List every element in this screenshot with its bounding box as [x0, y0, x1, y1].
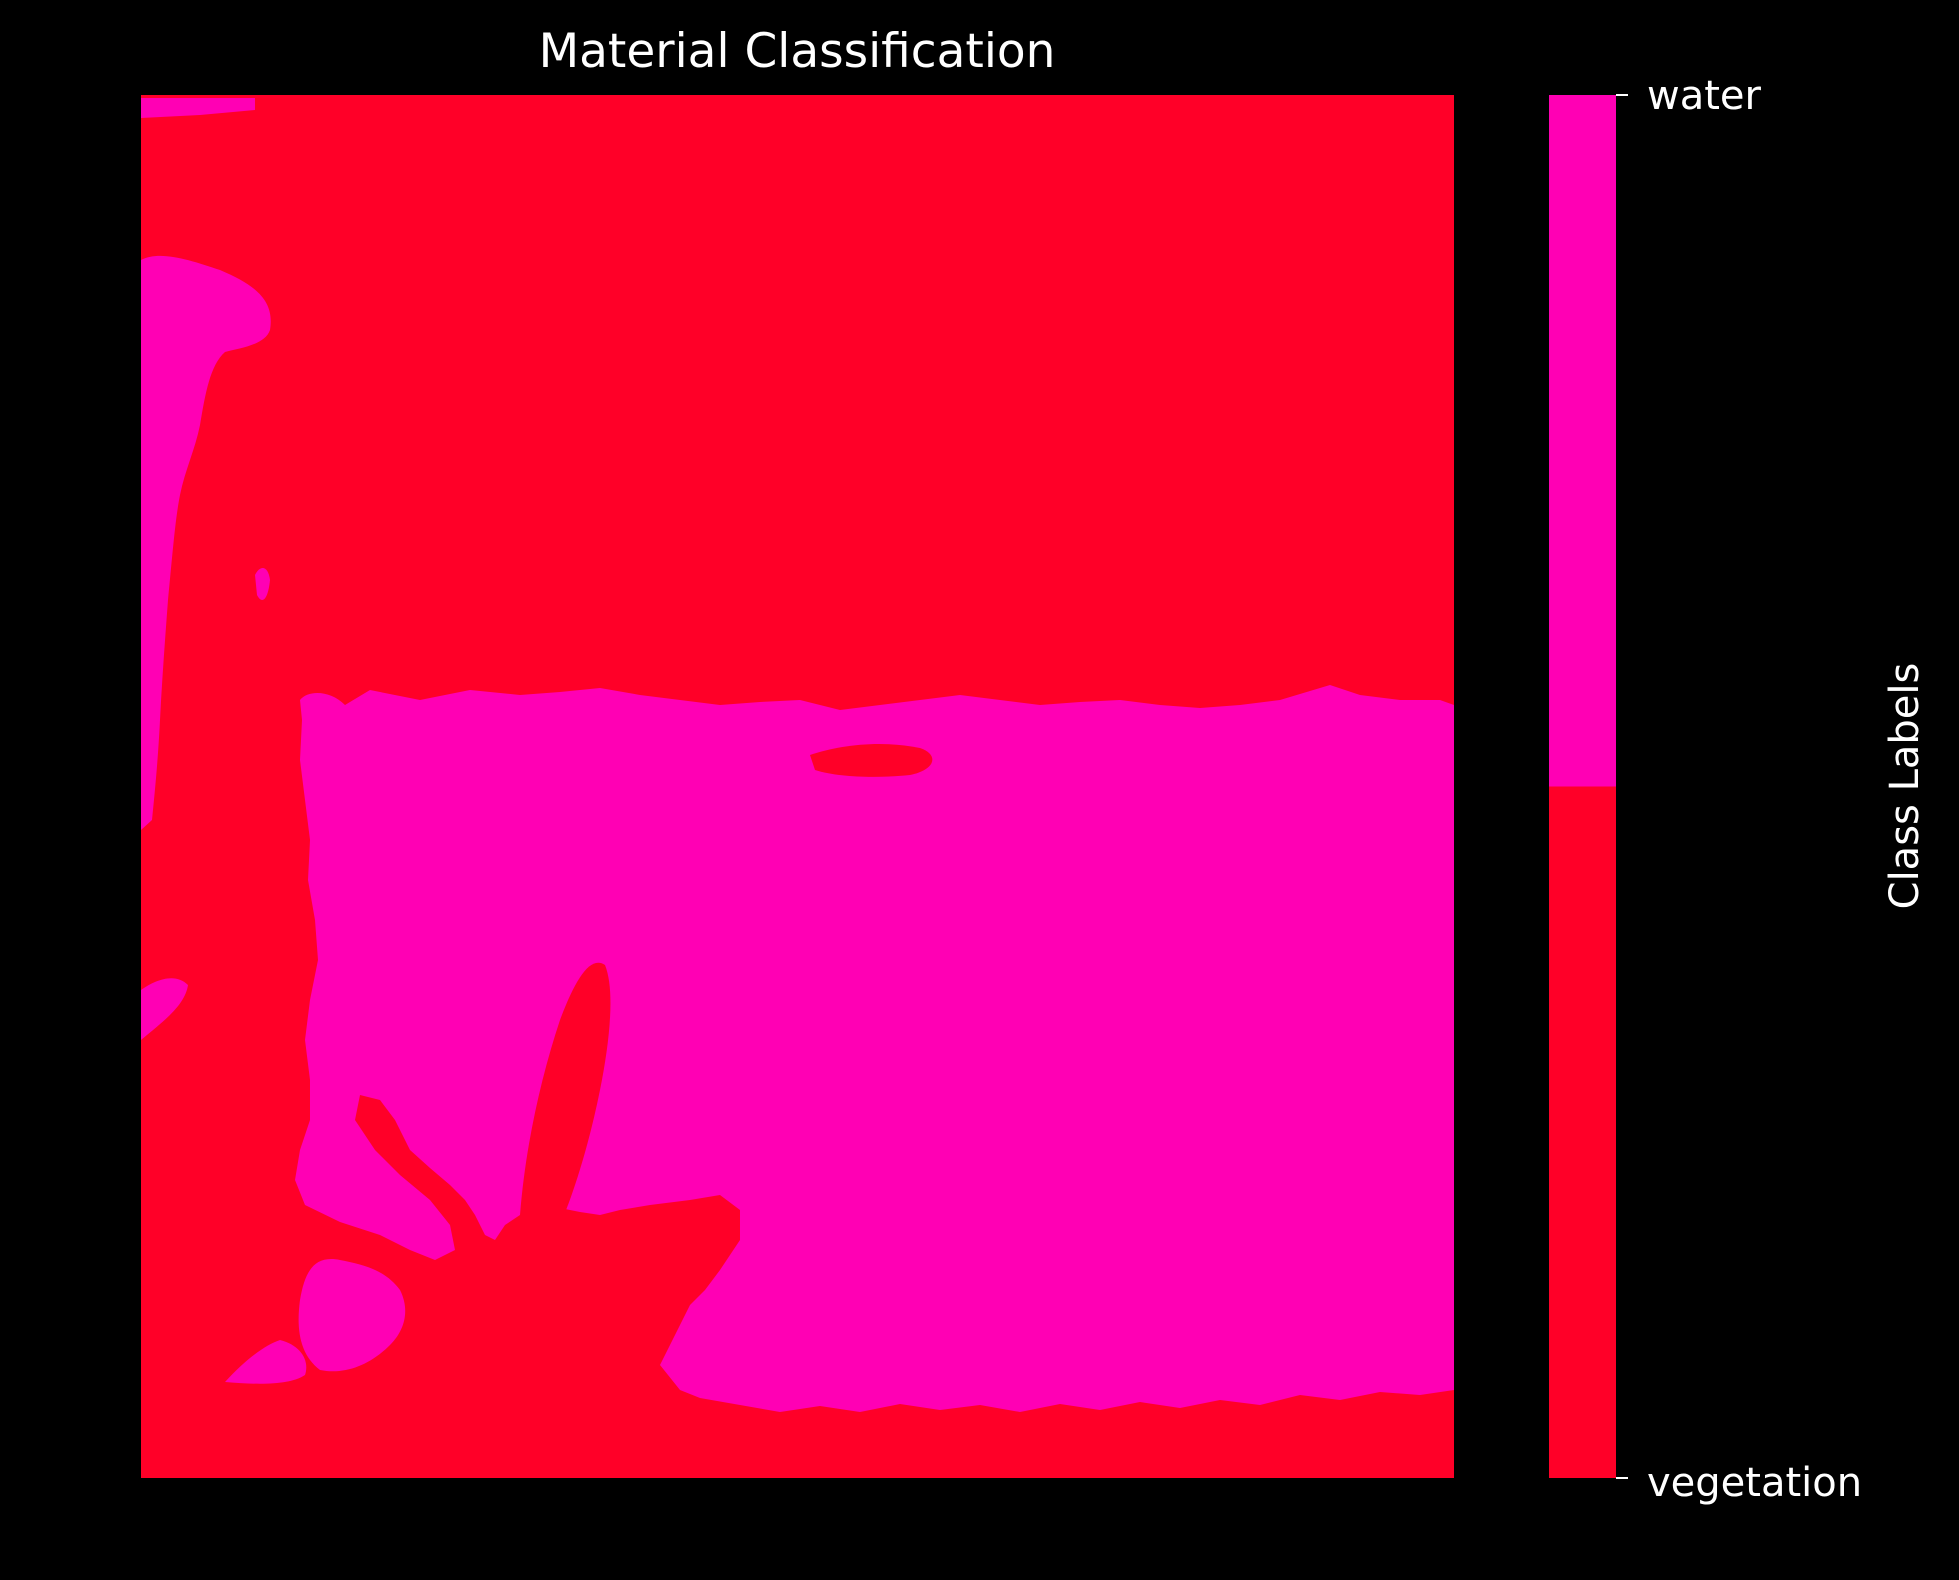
water-region-bottom-left [225, 1340, 307, 1384]
water-region-main [295, 685, 1454, 1412]
water-region-left-lower [141, 978, 188, 1040]
water-region-lower-left-blob [298, 1259, 406, 1372]
classification-map [141, 95, 1454, 1478]
colorbar-tick-label-vegetation: vegetation [1647, 1460, 1862, 1506]
colorbar-tick-label-water: water [1647, 73, 1762, 119]
water-region-left-strip [141, 255, 271, 831]
colorbar: water vegetation Class Labels [1549, 73, 1928, 1506]
water-region-top-left [141, 98, 255, 118]
colorbar-label: Class Labels [1882, 663, 1928, 910]
water-region-bay [810, 744, 933, 777]
water-region-gap [520, 962, 611, 1234]
water-region-left-blob-small [255, 568, 270, 600]
colorbar-segment-water [1549, 95, 1616, 787]
colorbar-segment-vegetation [1549, 786, 1616, 1478]
chart-title: Material Classification [539, 24, 1056, 79]
